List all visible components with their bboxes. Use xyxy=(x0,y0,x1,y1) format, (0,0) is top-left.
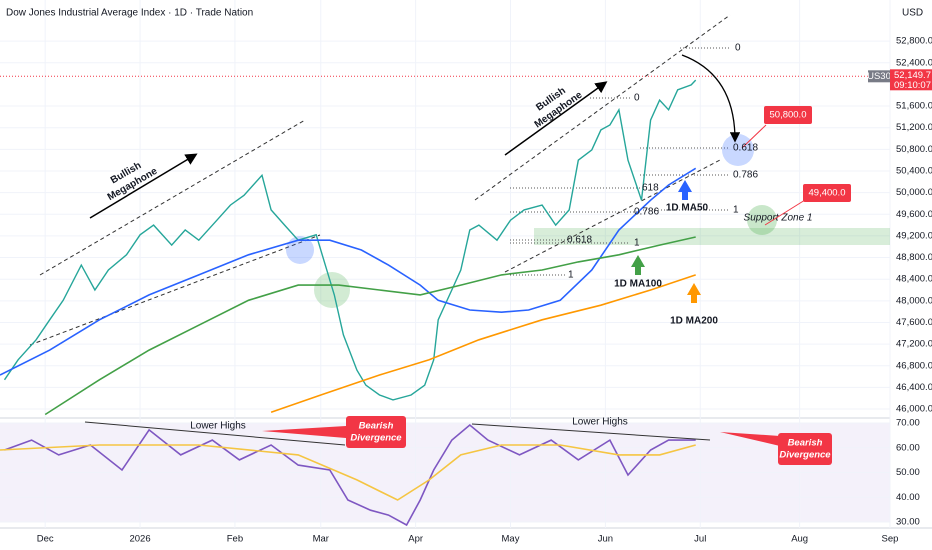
x-tick-label: Jul xyxy=(694,534,706,545)
fib-label: 0.618 xyxy=(733,143,758,154)
x-tick-label: Dec xyxy=(37,534,54,545)
ma-arrow xyxy=(687,283,701,303)
wedge xyxy=(262,426,346,438)
x-tick-label: Mar xyxy=(313,534,329,545)
price-callout-label: 50,800.0 xyxy=(770,110,807,121)
series-line xyxy=(44,236,696,416)
chart-title: Dow Jones Industrial Average Index · 1D … xyxy=(6,8,253,19)
fib-label: 0 xyxy=(735,43,741,54)
y-tick-label: 49,200.0 xyxy=(896,230,932,241)
y-tick-label: 51,200.0 xyxy=(896,122,932,133)
x-tick-label: Sep xyxy=(882,534,899,545)
fib-label: 618 xyxy=(642,183,659,194)
last-price-label: 52,149.7 xyxy=(894,70,931,81)
y-tick-label: 48,400.0 xyxy=(896,274,932,285)
fib-label: 1 xyxy=(733,205,739,216)
fib-label: 0.786 xyxy=(733,170,758,181)
y-tick-label: 46,400.0 xyxy=(896,382,932,393)
y-tick-label: 46,000.0 xyxy=(896,404,932,415)
callout-box xyxy=(346,416,406,448)
grid xyxy=(0,0,891,528)
highlight xyxy=(314,272,350,308)
annotation: Bearish xyxy=(359,421,394,432)
fib-labels: 0 0 0.618 0.786 1 618 0.786 0.618 1 1 xyxy=(567,43,758,281)
y-tick-label: 50,000.0 xyxy=(896,187,932,198)
y-tick-label: 40.00 xyxy=(896,492,920,503)
connector xyxy=(764,199,806,226)
series-line xyxy=(0,167,697,376)
connector xyxy=(741,124,767,149)
annotation: Bearish xyxy=(788,438,823,449)
ma-arrow xyxy=(631,255,645,275)
callout-box xyxy=(778,433,832,465)
series-line xyxy=(270,274,696,414)
x-tick-label: May xyxy=(502,534,520,545)
y-tick-label: 50,800.0 xyxy=(896,144,932,155)
y-tick-label: 52,400.0 xyxy=(896,57,932,68)
fib-label: 1 xyxy=(568,270,574,281)
symbol-box xyxy=(868,70,890,83)
annotation: 1D MA50 xyxy=(666,203,709,214)
highlight xyxy=(747,205,777,235)
annotation: Lower Highs xyxy=(190,421,246,432)
y-tick-label: 50.00 xyxy=(896,467,920,478)
y-tick-label: 30.00 xyxy=(896,517,920,528)
price-callout-label: 49,400.0 xyxy=(809,188,846,199)
fib-label: 0 xyxy=(634,93,640,104)
y-tick-label: 70.00 xyxy=(896,417,920,428)
arrow xyxy=(504,81,608,156)
annotation: 1D MA200 xyxy=(670,316,718,327)
wedge xyxy=(720,432,780,446)
annotation: Lower Highs xyxy=(572,417,628,428)
annotation: Support Zone 1 xyxy=(744,213,813,224)
x-tick-label: 2026 xyxy=(129,534,150,545)
y-tick-label: 46,800.0 xyxy=(896,360,932,371)
series-line xyxy=(3,79,697,401)
price-callout xyxy=(764,106,812,124)
series-line xyxy=(0,444,696,501)
y-tick-label: 50,400.0 xyxy=(896,165,932,176)
annotation: 1D MA100 xyxy=(614,279,662,290)
fib-label: 0.618 xyxy=(567,235,592,246)
trend-line xyxy=(471,423,711,441)
y-tick-label: 48,800.0 xyxy=(896,252,932,263)
price-callout xyxy=(803,184,851,202)
trend-line xyxy=(84,421,346,446)
fib-label: 1 xyxy=(634,238,640,249)
annotation: Divergence xyxy=(350,433,402,444)
annotation: Divergence xyxy=(779,450,831,461)
support-zone xyxy=(534,228,890,245)
y-tick-label: 51,600.0 xyxy=(896,101,932,112)
y-tick-label: 47,200.0 xyxy=(896,339,932,350)
x-tick-label: Feb xyxy=(227,534,243,545)
countdown: 09:10:07 xyxy=(894,80,931,91)
projection-arrow xyxy=(681,54,741,143)
x-tick-label: Jun xyxy=(598,534,613,545)
y-tick-label: 47,600.0 xyxy=(896,317,932,328)
y-tick-label: 60.00 xyxy=(896,442,920,453)
x-tick-label: Aug xyxy=(791,534,808,545)
currency: USD xyxy=(902,8,923,19)
ma-arrow xyxy=(678,180,692,200)
y-tick-label: 49,600.0 xyxy=(896,209,932,220)
y-tick-label: 48,000.0 xyxy=(896,295,932,306)
series-line xyxy=(4,423,696,527)
arrow xyxy=(89,153,198,219)
fib-label: 0.786 xyxy=(634,207,659,218)
x-tick-label: Apr xyxy=(408,534,423,545)
y-tick-label: 52,800.0 xyxy=(896,36,932,47)
highlight xyxy=(286,236,314,264)
last-price-box xyxy=(890,69,932,91)
megaphone-lines xyxy=(29,14,731,346)
symbol: US30 xyxy=(867,71,891,82)
